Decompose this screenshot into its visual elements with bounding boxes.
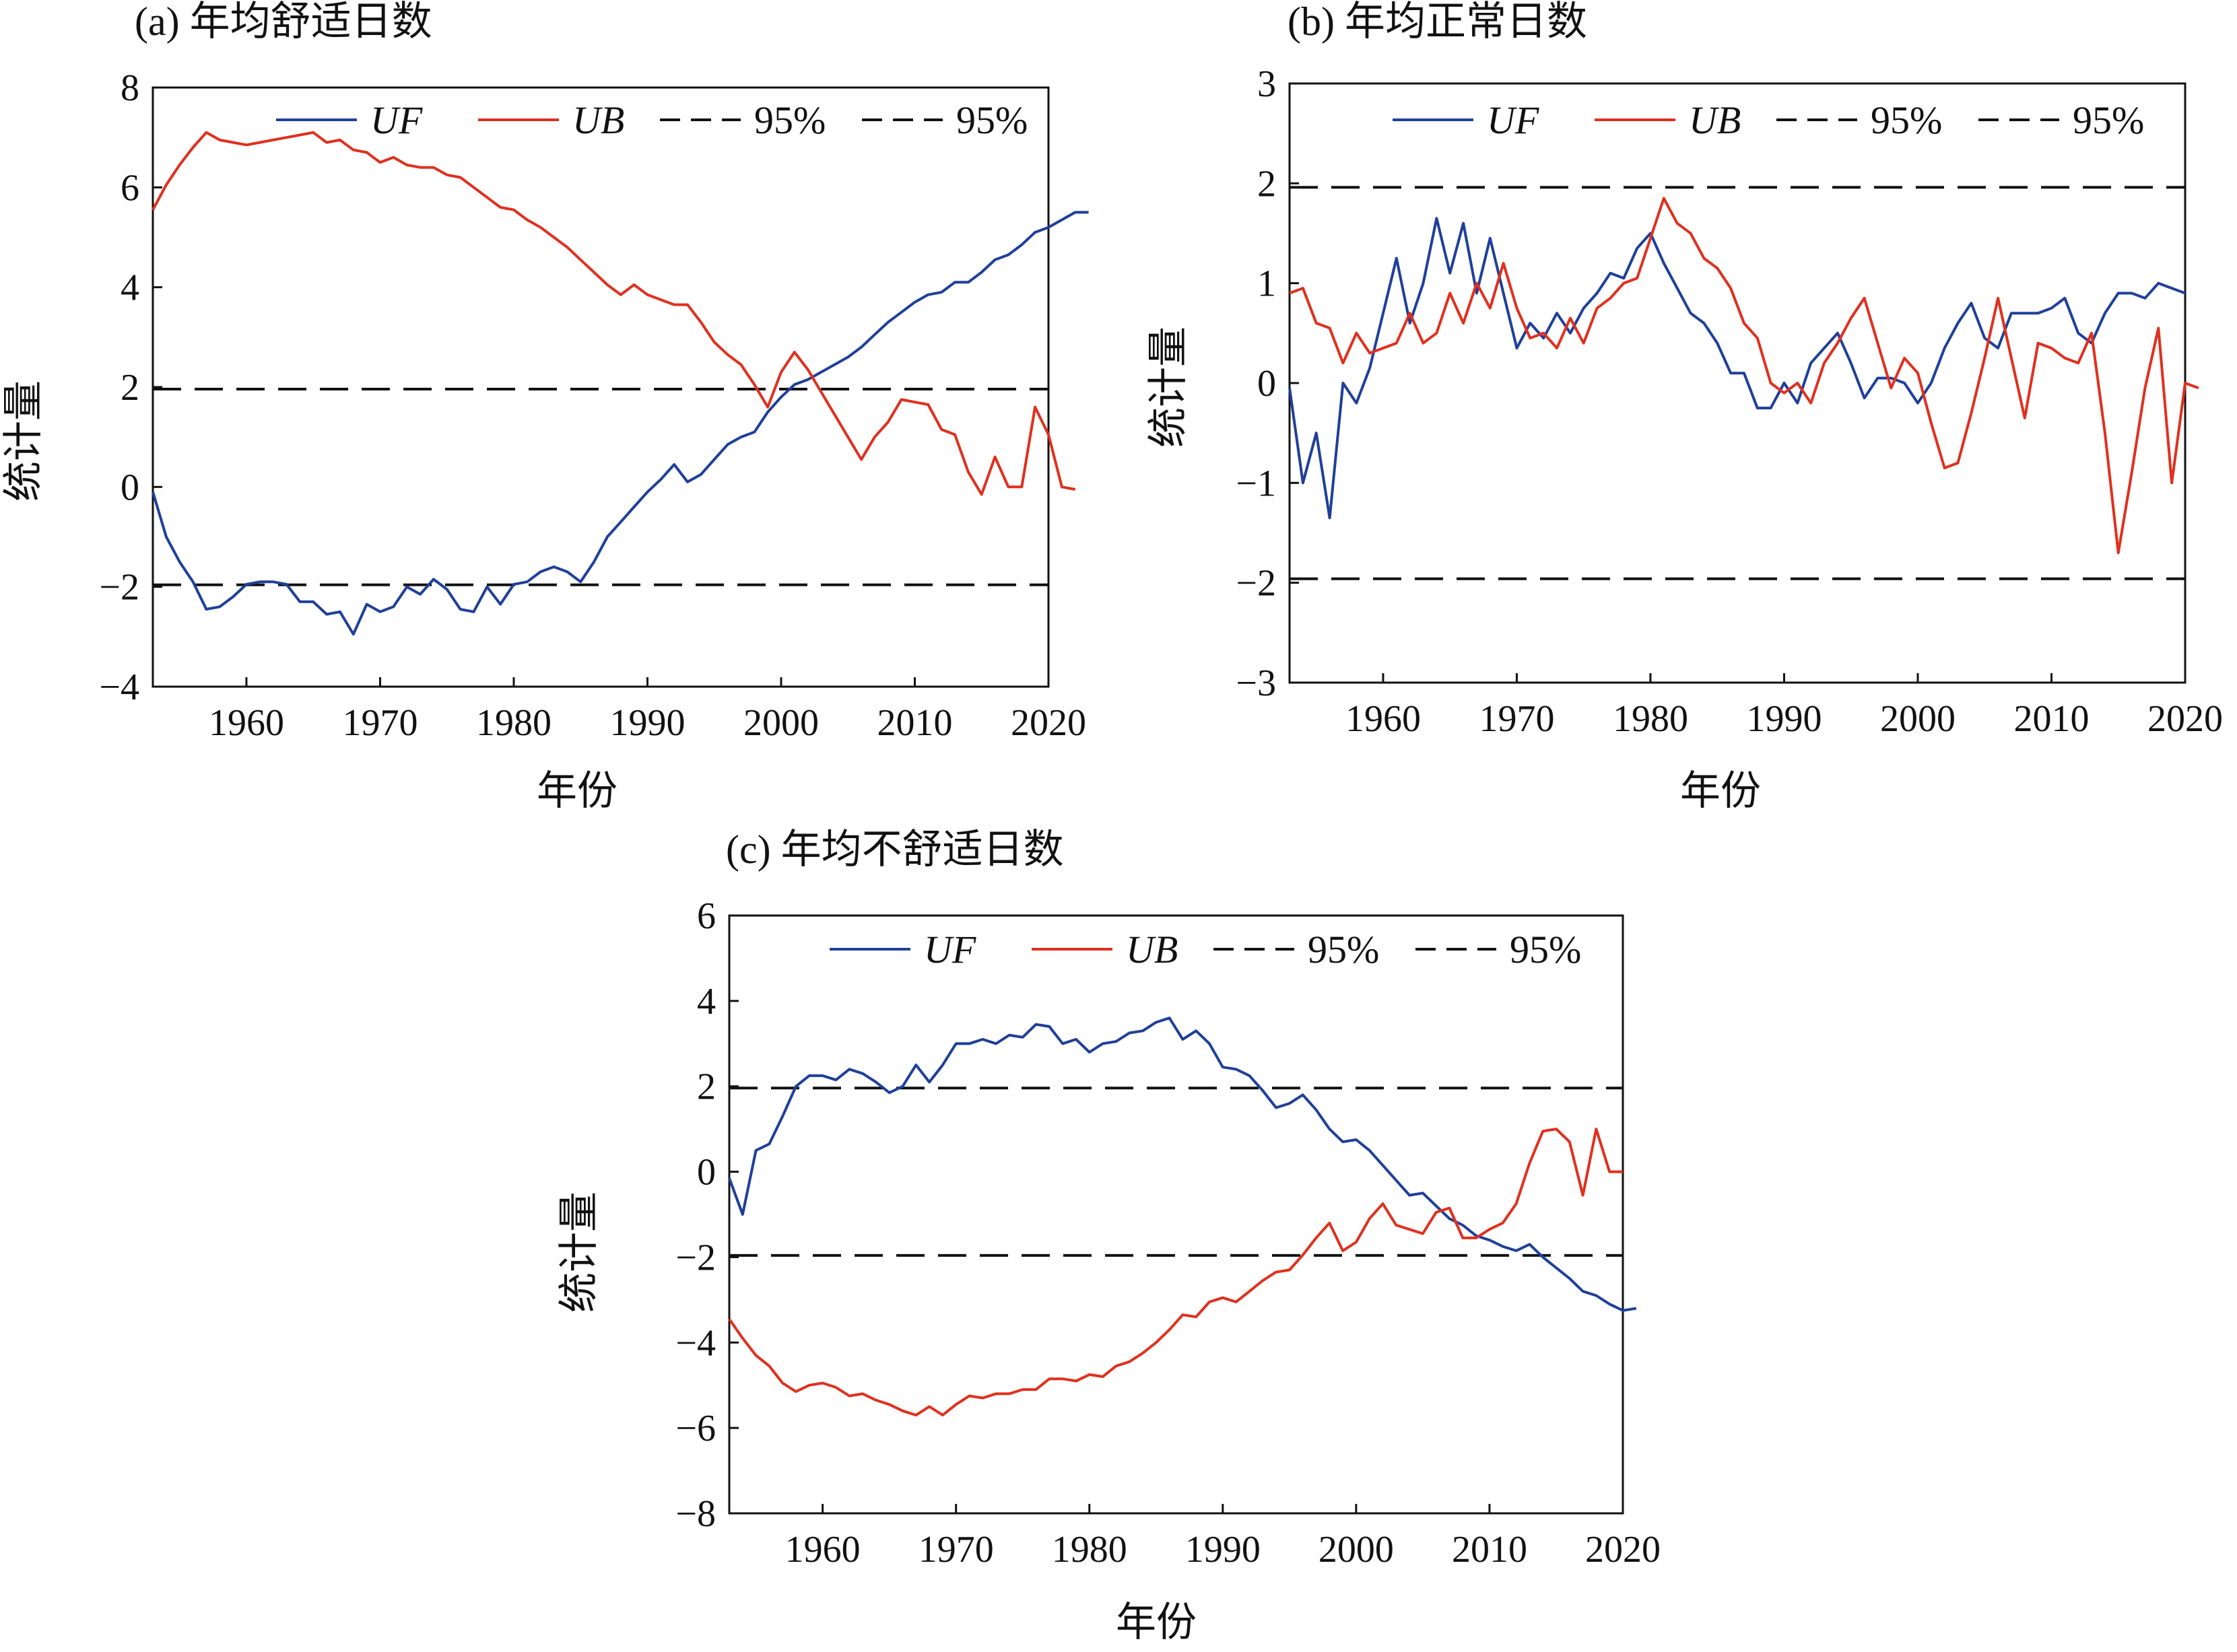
panel-b-legend-label: 95% xyxy=(1871,98,1942,142)
panel-c-ytick-label: −2 xyxy=(675,1237,716,1278)
panel-b-legend-label: UB xyxy=(1689,98,1741,142)
panel-b-series-uf xyxy=(1288,217,2186,520)
panel-a-series-uf xyxy=(152,211,1089,636)
panel-c-xlabel: 年份 xyxy=(1116,1600,1197,1645)
panel-b-xtick-label: 1990 xyxy=(1746,698,1822,740)
panel-a-ytick-label: −4 xyxy=(99,666,139,708)
panel-a-ytick-label: 2 xyxy=(121,367,139,409)
panel-a-ytick-label: 8 xyxy=(121,67,139,109)
panel-b-frame xyxy=(1288,82,2186,684)
panel-c-ytick-label: 0 xyxy=(697,1152,716,1194)
panel-a-ytick-label: 0 xyxy=(121,467,139,508)
panel-c-ytick-label: 4 xyxy=(697,981,716,1023)
panel-c-ytick-label: 2 xyxy=(697,1066,716,1108)
panel-c-xtick-label: 2010 xyxy=(1452,1529,1527,1571)
panel-c-ytick-label: −6 xyxy=(675,1408,716,1449)
panel-b-title: (b) 年均正常日数 xyxy=(1288,0,1587,44)
panel-c-frame xyxy=(728,914,1624,1515)
panel-c-series-ub xyxy=(728,1128,1623,1417)
panel-c-ytick-label: 6 xyxy=(697,895,716,937)
panel-c: (c) 年均不舒适日数 1960 1970 1980 1990 2000 2010 2020… xyxy=(557,827,1661,1645)
panel-b-ytick-label: 0 xyxy=(1257,363,1276,405)
panel-c-xtick-label: 1970 xyxy=(919,1529,994,1571)
panel-b-ytick-label: −2 xyxy=(1236,563,1276,605)
panel-a-xtick-label: 1960 xyxy=(209,702,284,744)
panel-a-series-ub xyxy=(152,131,1076,496)
panel-a-ytick-label: −2 xyxy=(99,567,139,609)
panel-b-xtick-label: 1980 xyxy=(1613,698,1688,740)
panel-b-series-ub xyxy=(1289,197,2199,555)
panel-c-xtick-label: 1980 xyxy=(1052,1529,1127,1571)
panel-b-ylabel: 统计量 xyxy=(1146,326,1191,448)
panel-c-xtick-label: 1960 xyxy=(785,1529,861,1571)
panel-b-legend: UF UB 95% 95% xyxy=(1393,98,2144,142)
panel-b-ytick-label: −1 xyxy=(1236,462,1276,504)
panel-c-legend-label: 95% xyxy=(1510,928,1581,971)
panel-c-xtick-label: 2000 xyxy=(1318,1529,1394,1571)
panel-a-title: (a) 年均舒适日数 xyxy=(135,0,432,44)
panel-b-ytick-label: 3 xyxy=(1257,63,1276,105)
panel-a-xtick-label: 1980 xyxy=(476,702,552,744)
panel-c-legend: UF UB 95% 95% xyxy=(830,928,1581,971)
panel-a-ytick-label: 4 xyxy=(121,267,139,309)
panel-b-xtick-label: 2020 xyxy=(2147,698,2223,740)
panel-a-legend-label: 95% xyxy=(956,98,1028,142)
panel-c-ylabel: 统计量 xyxy=(557,1192,601,1313)
panel-c-xtick-label: 1990 xyxy=(1185,1529,1261,1571)
panel-a: (a) 年均舒适日数 1960 1970 1980 1990 2000 2010 2020 −… xyxy=(1,0,1089,813)
panel-c-legend-label: UF xyxy=(924,928,976,971)
panel-a-frame xyxy=(152,86,1050,688)
panel-a-xtick-label: 1990 xyxy=(609,702,685,744)
panel-b-ytick-label: 2 xyxy=(1257,163,1276,205)
panel-b-xtick-label: 2010 xyxy=(2013,698,2089,740)
panel-b: (b) 年均正常日数 1960 1970 1980 1990 2000 2010 2020 −… xyxy=(1146,0,2223,813)
panel-b-plot: 1960 1970 1980 1990 2000 2010 2020 −3 −2 −1 0 1 2 3 UF… xyxy=(1236,63,2223,740)
panel-c-series-uf xyxy=(728,1017,1637,1312)
panel-c-legend-label: UB xyxy=(1126,928,1178,971)
panel-b-legend-label: 95% xyxy=(2073,98,2144,142)
panel-b-ytick-label: −3 xyxy=(1236,662,1276,704)
panel-a-xtick-label: 2020 xyxy=(1011,702,1086,744)
panel-b-xtick-label: 2000 xyxy=(1880,698,1956,740)
panel-b-xlabel: 年份 xyxy=(1680,769,1761,813)
panel-a-legend-label: UF xyxy=(370,98,423,142)
panel-c-legend-label: 95% xyxy=(1308,928,1379,971)
panel-c-title: (c) 年均不舒适日数 xyxy=(726,827,1064,872)
panel-a-legend-label: 95% xyxy=(754,98,826,142)
panel-b-xtick-label: 1970 xyxy=(1479,698,1554,740)
panel-b-legend-label: UF xyxy=(1487,98,1539,142)
panel-a-legend: UF UB 95% 95% xyxy=(276,98,1028,142)
panel-c-ytick-label: −8 xyxy=(675,1493,716,1535)
panel-a-xlabel: 年份 xyxy=(537,769,617,813)
panel-b-ytick-label: 1 xyxy=(1257,263,1276,305)
panel-a-ytick-label: 6 xyxy=(121,167,139,209)
panel-a-xtick-label: 2000 xyxy=(743,702,819,744)
panel-b-xtick-label: 1960 xyxy=(1345,698,1421,740)
panel-a-ylabel: 统计量 xyxy=(1,380,46,502)
panel-c-plot: 1960 1970 1980 1990 2000 2010 2020 −8 −6 −4 −2 0 2 4 6… xyxy=(675,895,1661,1571)
panel-c-ytick-label: −4 xyxy=(675,1322,716,1364)
panel-c-xtick-label: 2020 xyxy=(1585,1529,1661,1571)
panel-a-legend-label: UB xyxy=(572,98,624,142)
panel-a-xtick-label: 2010 xyxy=(877,702,952,744)
panel-a-xtick-label: 1970 xyxy=(342,702,418,744)
